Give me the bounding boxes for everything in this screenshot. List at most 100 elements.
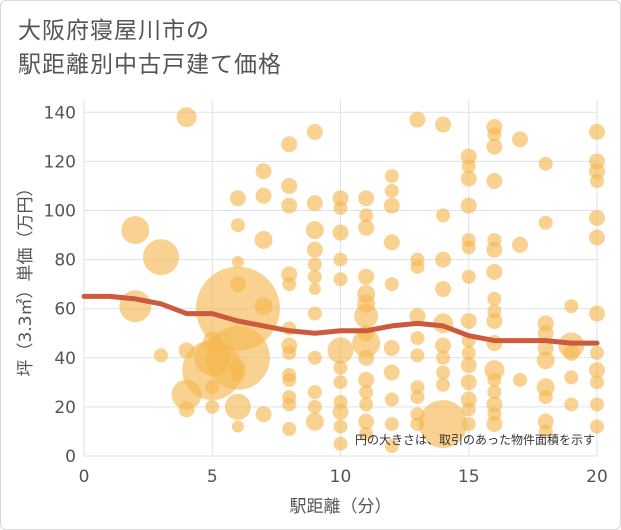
data-point: [306, 195, 323, 212]
data-point: [486, 173, 503, 190]
data-point: [512, 131, 529, 148]
data-point: [410, 331, 425, 346]
data-point: [590, 375, 604, 390]
data-point: [512, 236, 529, 253]
data-point: [486, 396, 503, 413]
data-point: [358, 219, 375, 236]
data-point: [383, 234, 400, 251]
data-point: [205, 399, 220, 414]
y-tick-label: 100: [44, 201, 76, 221]
data-point: [486, 416, 503, 433]
data-point: [358, 268, 375, 285]
data-point: [436, 350, 451, 365]
data-point: [333, 419, 348, 434]
data-point: [410, 259, 425, 274]
data-point: [590, 419, 604, 434]
data-point: [255, 187, 272, 204]
data-point: [383, 197, 400, 214]
y-tick-labels: 0 20 40 60 80 100 120 140: [44, 103, 76, 467]
data-point: [230, 218, 245, 233]
data-point: [359, 385, 374, 400]
bubble-layer: [119, 107, 605, 454]
y-tick-label: 60: [54, 300, 76, 320]
y-tick-label: 120: [44, 152, 76, 172]
data-point: [254, 297, 273, 316]
data-point: [359, 426, 374, 441]
data-point: [487, 291, 502, 306]
data-point: [589, 305, 605, 322]
data-point: [384, 169, 399, 184]
data-point: [564, 299, 579, 314]
title-line-1: 大阪府寝屋川市の: [18, 18, 210, 44]
data-point: [281, 177, 298, 194]
data-point: [460, 197, 477, 214]
data-point: [461, 240, 476, 255]
data-point: [306, 123, 323, 140]
data-point: [333, 360, 348, 375]
data-point: [564, 397, 579, 412]
data-point: [307, 269, 322, 284]
data-point: [410, 390, 425, 405]
data-point: [383, 364, 400, 381]
data-point: [254, 230, 273, 249]
data-point: [282, 277, 297, 292]
data-point: [589, 229, 605, 246]
data-point: [358, 349, 375, 366]
data-point: [419, 400, 468, 449]
x-tick-label: 20: [586, 467, 608, 487]
data-point: [486, 241, 503, 258]
data-point: [305, 221, 324, 240]
data-point: [119, 290, 152, 323]
data-point: [564, 370, 579, 385]
data-point: [461, 345, 476, 360]
data-point: [281, 136, 298, 153]
data-point: [538, 156, 553, 171]
title-line-2: 駅距離別中古戸建て価格: [18, 52, 282, 78]
data-point: [590, 397, 604, 412]
x-tick-label: 0: [79, 467, 90, 487]
data-point: [332, 190, 349, 207]
data-point: [487, 127, 502, 142]
data-point: [121, 216, 150, 245]
data-point: [487, 385, 502, 400]
data-point: [538, 390, 553, 405]
data-point: [409, 111, 426, 128]
data-point: [358, 371, 375, 388]
data-point: [327, 337, 354, 364]
data-point: [513, 372, 528, 387]
data-point: [410, 348, 425, 363]
data-point: [538, 424, 553, 439]
data-point: [486, 312, 503, 329]
data-point: [409, 308, 426, 325]
data-point: [590, 345, 604, 360]
data-point: [590, 174, 604, 189]
data-point: [352, 329, 381, 358]
data-point: [436, 365, 451, 380]
data-point: [230, 367, 245, 382]
data-point: [384, 183, 399, 198]
data-point: [460, 374, 477, 391]
data-point: [255, 163, 272, 180]
data-point: [538, 215, 553, 230]
data-point: [333, 436, 348, 451]
y-tick-label: 80: [54, 251, 76, 271]
data-point: [384, 439, 399, 454]
x-tick-label: 10: [330, 467, 352, 487]
data-point: [436, 208, 451, 223]
data-point: [460, 170, 477, 187]
data-point: [231, 256, 244, 269]
data-point: [354, 304, 379, 329]
data-point: [384, 417, 399, 432]
data-point: [537, 325, 554, 342]
data-point: [537, 339, 554, 356]
data-point: [332, 224, 349, 241]
data-point: [229, 190, 246, 207]
data-point: [589, 362, 605, 379]
data-point: [332, 403, 349, 420]
x-tick-label: 5: [207, 467, 218, 487]
data-point: [307, 257, 322, 272]
data-point: [281, 266, 298, 283]
data-point: [255, 406, 272, 423]
data-point: [435, 281, 452, 298]
